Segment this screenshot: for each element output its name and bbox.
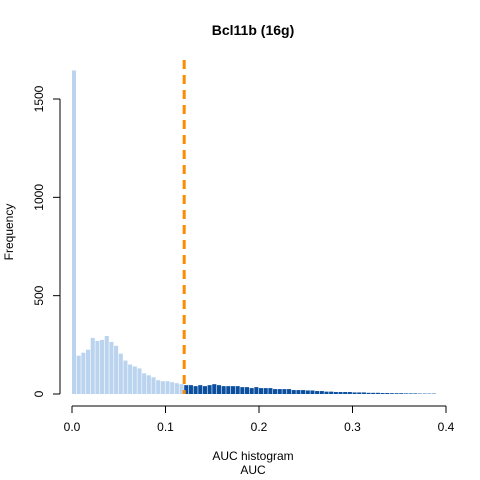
histogram-bar bbox=[380, 393, 385, 394]
histogram-bar bbox=[319, 391, 324, 394]
histogram-bar bbox=[165, 381, 170, 394]
histogram-bar bbox=[385, 393, 390, 394]
histogram-bar bbox=[235, 386, 240, 394]
histogram-bar bbox=[114, 345, 119, 394]
histogram-bar bbox=[179, 384, 184, 394]
histogram-bar bbox=[184, 385, 189, 394]
histogram-bar bbox=[109, 341, 114, 394]
histogram-bar bbox=[389, 393, 394, 394]
histogram-bar bbox=[259, 388, 264, 394]
y-tick-label: 1500 bbox=[32, 85, 46, 112]
histogram-bar bbox=[95, 340, 100, 394]
histogram-bar bbox=[361, 392, 366, 394]
chart-title: Bcl11b (16g) bbox=[212, 22, 294, 38]
histogram-bar bbox=[240, 387, 245, 394]
histogram-bar bbox=[156, 380, 161, 394]
histogram-bar bbox=[146, 375, 151, 394]
histogram-bar bbox=[254, 387, 259, 394]
histogram-bar bbox=[160, 381, 165, 394]
y-tick-label: 500 bbox=[32, 285, 46, 305]
histogram-bar bbox=[221, 386, 226, 394]
x-axis-subtitle: AUC histogram bbox=[212, 449, 293, 463]
histogram-bar bbox=[408, 393, 413, 394]
histogram-bar bbox=[399, 393, 404, 394]
histogram-bar bbox=[100, 339, 105, 394]
histogram-bars bbox=[72, 70, 437, 394]
y-tick-label: 1000 bbox=[32, 184, 46, 211]
histogram-bar bbox=[324, 391, 329, 394]
histogram-bar bbox=[403, 393, 408, 394]
histogram-bar bbox=[366, 392, 371, 394]
x-axis-title: AUC bbox=[240, 463, 266, 477]
histogram-bar bbox=[188, 385, 193, 394]
histogram-bar bbox=[132, 366, 137, 394]
histogram-bar bbox=[305, 390, 310, 394]
histogram-bar bbox=[287, 389, 292, 394]
x-tick-label: 0.0 bbox=[64, 420, 81, 434]
histogram-bar bbox=[315, 391, 320, 394]
histogram-bar bbox=[357, 392, 362, 394]
histogram-bar bbox=[170, 382, 175, 394]
histogram-bar bbox=[291, 390, 296, 394]
histogram-bar bbox=[333, 392, 338, 394]
histogram-bar bbox=[301, 390, 306, 394]
histogram-bar bbox=[104, 335, 109, 394]
histogram-bar bbox=[375, 392, 380, 394]
x-tick-label: 0.2 bbox=[251, 420, 268, 434]
histogram-bar bbox=[118, 353, 123, 394]
histogram-bar bbox=[193, 386, 198, 394]
histogram-bar bbox=[394, 393, 399, 394]
histogram-bar bbox=[226, 386, 231, 394]
histogram-bar bbox=[81, 352, 86, 394]
histogram-bar bbox=[76, 355, 81, 394]
histogram-bar bbox=[137, 368, 142, 394]
x-axis-ticks: 0.0 0.1 0.2 0.3 0.4 bbox=[64, 406, 455, 434]
histogram-bar bbox=[86, 349, 91, 394]
y-axis-title: Frequency bbox=[2, 204, 16, 261]
x-tick-label: 0.1 bbox=[157, 420, 174, 434]
histogram-bar bbox=[198, 385, 203, 394]
histogram-bar bbox=[282, 389, 287, 394]
histogram-bar bbox=[329, 391, 334, 394]
histogram-bar bbox=[268, 388, 273, 394]
histogram-bar bbox=[347, 392, 352, 394]
histogram-bar bbox=[174, 383, 179, 394]
histogram-bar bbox=[273, 389, 278, 394]
x-tick-label: 0.3 bbox=[344, 420, 361, 434]
histogram-bar bbox=[343, 392, 348, 394]
histogram-bar bbox=[310, 390, 315, 394]
x-tick-label: 0.4 bbox=[438, 420, 455, 434]
histogram-bar bbox=[90, 337, 95, 394]
y-axis-ticks: 0 500 1000 1500 bbox=[32, 85, 60, 397]
histogram-bar bbox=[244, 387, 250, 394]
histogram-bar bbox=[413, 393, 418, 394]
y-tick-label: 0 bbox=[32, 390, 46, 397]
histogram-bar bbox=[72, 70, 77, 394]
histogram-bar bbox=[151, 377, 156, 394]
histogram-bar bbox=[296, 390, 301, 394]
histogram-bar bbox=[338, 392, 343, 394]
histogram-bar bbox=[123, 360, 128, 394]
histogram-bar bbox=[216, 385, 221, 394]
histogram-bar bbox=[128, 364, 133, 394]
histogram-bar bbox=[207, 385, 212, 394]
histogram-bar bbox=[352, 392, 357, 394]
histogram-bar bbox=[277, 389, 282, 394]
histogram-bar bbox=[249, 388, 254, 394]
histogram-bar bbox=[212, 384, 217, 394]
histogram-bar bbox=[263, 388, 268, 394]
histogram-bar bbox=[371, 392, 376, 394]
histogram-bar bbox=[142, 373, 147, 394]
histogram-bar bbox=[230, 386, 236, 394]
histogram-bar bbox=[202, 386, 207, 394]
